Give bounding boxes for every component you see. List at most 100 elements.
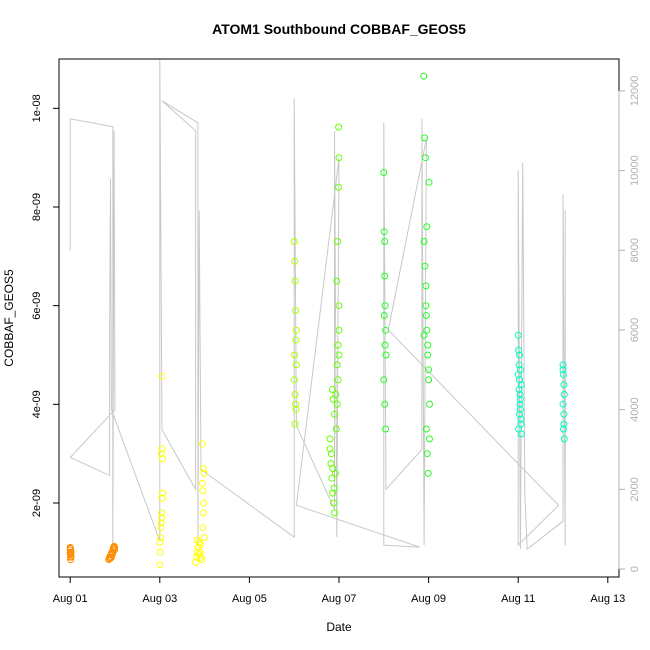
data-point (382, 425, 390, 433)
data-point (198, 479, 206, 487)
altitude-layer (69, 58, 566, 562)
data-point (516, 405, 524, 413)
data-point (199, 509, 207, 517)
data-point (333, 277, 341, 285)
y2-tick-label: 0 (629, 566, 641, 572)
data-point (159, 455, 166, 463)
data-point (199, 465, 207, 472)
data-point (515, 425, 523, 433)
data-point (333, 361, 341, 369)
x-tick-label: Aug 13 (590, 593, 625, 605)
data-point (381, 302, 389, 310)
data-point (67, 544, 75, 552)
data-point (335, 326, 343, 334)
data-point (327, 450, 335, 458)
series-0 (66, 542, 119, 564)
data-point (156, 539, 164, 546)
data-point (200, 534, 208, 541)
x-axis-label: Date (326, 620, 352, 634)
data-point (195, 551, 203, 559)
data-point (158, 514, 166, 522)
data-point (158, 372, 166, 380)
data-point (334, 238, 342, 245)
data-point (197, 541, 205, 549)
data-point (291, 277, 299, 285)
data-point (66, 549, 74, 557)
data-point (420, 331, 428, 339)
data-point (333, 400, 341, 408)
data-point (424, 351, 432, 359)
x-tick-label: Aug 03 (142, 593, 177, 605)
data-point (515, 346, 523, 354)
data-point (329, 465, 337, 472)
data-point (559, 400, 567, 408)
data-point (111, 543, 119, 551)
y-tick-label: 1e-08 (31, 94, 43, 122)
series-4 (380, 72, 433, 477)
data-point (158, 494, 166, 502)
data-point (330, 484, 338, 492)
data-point (560, 391, 568, 398)
y-tick-label: 6e-09 (31, 292, 43, 320)
data-point (199, 487, 207, 495)
data-point (423, 223, 431, 231)
data-point (560, 420, 568, 428)
data-point (158, 509, 166, 517)
data-point (517, 415, 525, 423)
data-point (515, 361, 523, 369)
data-point (425, 178, 433, 186)
data-point (292, 307, 299, 315)
data-point (335, 351, 343, 359)
data-point (335, 183, 343, 191)
data-point (559, 366, 567, 374)
y-axis: 2e-09 4e-09 6e-09 8e-09 1e-08 (31, 94, 60, 517)
data-point (559, 371, 567, 379)
x-tick-label: Aug 01 (53, 593, 88, 605)
data-point (290, 238, 298, 245)
y2-axis: 0 2000 4000 6000 8000 10000 12000 (618, 76, 641, 572)
data-point (67, 552, 75, 560)
y2-tick-label: 10000 (629, 155, 641, 186)
data-point (422, 282, 430, 290)
data-point (156, 548, 164, 556)
data-point (425, 376, 433, 384)
data-point (332, 425, 340, 433)
data-point (331, 410, 338, 418)
y-tick-label: 8e-09 (31, 193, 43, 221)
data-point (516, 391, 524, 398)
data-point (516, 410, 523, 418)
data-point (560, 410, 568, 418)
data-point (559, 361, 567, 369)
data-point (560, 435, 568, 443)
data-point (326, 435, 334, 443)
data-point (382, 351, 390, 359)
y2-tick-label: 8000 (629, 238, 641, 262)
data-point (381, 238, 389, 245)
x-tick-label: Aug 07 (322, 593, 357, 605)
data-point (381, 400, 389, 408)
data-point (193, 536, 201, 544)
data-point (192, 558, 200, 566)
data-point (420, 72, 428, 80)
data-point (423, 450, 431, 458)
data-point (514, 331, 522, 339)
data-point (516, 351, 523, 359)
data-point (291, 391, 299, 398)
data-point (292, 326, 300, 334)
data-point (381, 341, 389, 349)
data-point (291, 351, 299, 359)
data-point (200, 469, 208, 477)
data-point (420, 238, 428, 245)
data-point (380, 376, 388, 384)
data-point (335, 302, 343, 310)
chart-title: ATOM1 Southbound COBBAF_GEOS5 (212, 21, 466, 37)
data-point (559, 425, 567, 433)
data-point (334, 376, 342, 384)
data-point (290, 376, 298, 384)
data-point (560, 381, 568, 389)
data-point (517, 381, 525, 389)
data-point (422, 312, 430, 319)
data-point (67, 548, 75, 556)
data-point (424, 341, 432, 349)
